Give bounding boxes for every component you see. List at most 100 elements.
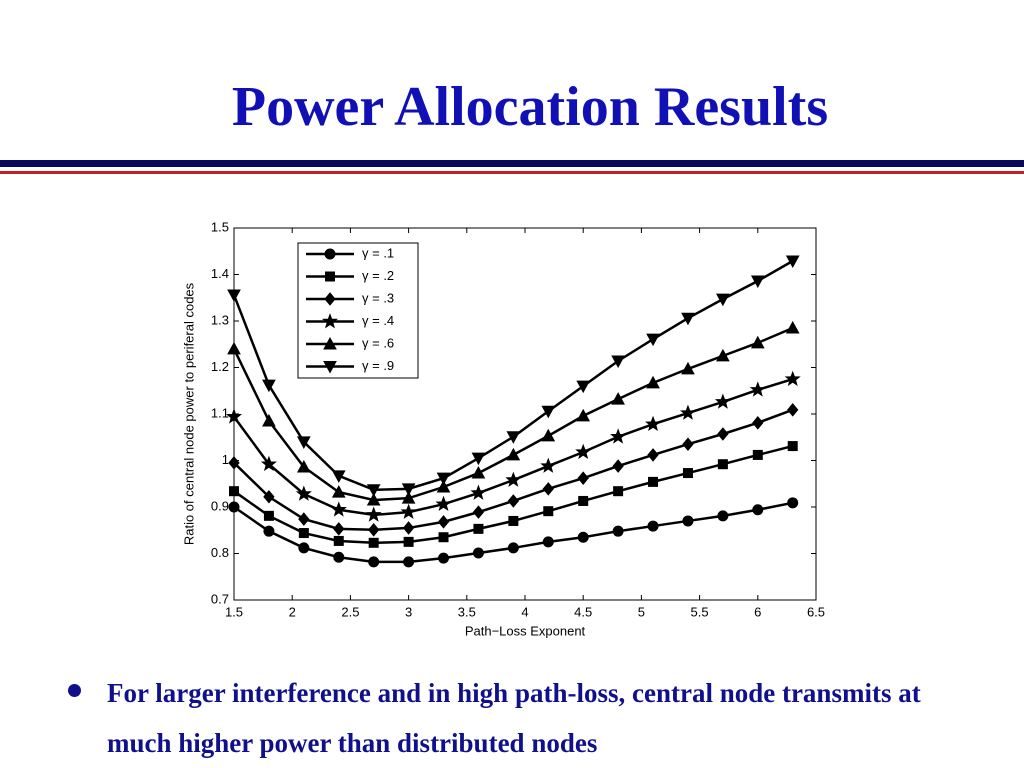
marker [228, 501, 240, 513]
legend-label: γ = .4 [362, 313, 394, 328]
marker [787, 441, 798, 452]
marker [228, 456, 240, 470]
marker [578, 495, 589, 506]
marker [401, 483, 416, 496]
marker [682, 468, 693, 479]
marker [333, 535, 344, 546]
marker [611, 355, 625, 369]
legend-label: γ = .6 [362, 335, 394, 350]
legend-marker [325, 271, 335, 282]
x-tick-label: 3.5 [458, 604, 476, 619]
legend-marker [323, 361, 337, 374]
marker [368, 556, 380, 568]
legend-label: γ = .3 [362, 290, 394, 305]
marker [331, 485, 346, 498]
marker [576, 380, 591, 394]
header-rule [0, 171, 1024, 174]
marker [682, 437, 694, 452]
marker [227, 289, 241, 303]
marker [263, 510, 274, 521]
bullet-text: For larger interference and in high path… [107, 678, 921, 758]
marker [403, 536, 414, 547]
marker [298, 542, 310, 554]
marker [541, 428, 556, 442]
marker [679, 404, 696, 420]
x-tick-label: 1.5 [225, 604, 243, 619]
series-line [233, 408, 794, 532]
marker [470, 484, 487, 500]
marker [750, 275, 765, 289]
marker [506, 447, 521, 461]
marker [368, 537, 379, 548]
marker [716, 348, 730, 362]
marker [437, 515, 450, 529]
marker [785, 255, 800, 269]
marker [296, 459, 311, 473]
marker [508, 515, 519, 526]
marker [645, 415, 662, 432]
slide-title: Power Allocation Results [232, 76, 828, 138]
marker [263, 489, 275, 504]
marker [648, 476, 659, 487]
marker [611, 392, 625, 405]
marker [507, 494, 520, 508]
y-tick-label: 1.4 [211, 266, 229, 281]
marker [225, 408, 243, 424]
y-tick-label: 0.8 [211, 545, 229, 560]
marker [436, 472, 451, 486]
marker [365, 506, 382, 522]
marker [263, 525, 275, 537]
marker [438, 532, 449, 543]
marker [506, 431, 521, 444]
marker [366, 484, 381, 497]
legend-label: γ = .2 [362, 268, 394, 283]
x-tick-label: 4 [521, 604, 528, 619]
marker [296, 436, 311, 449]
x-tick-label: 2 [289, 604, 296, 619]
marker [577, 531, 589, 543]
marker [577, 471, 589, 485]
marker [681, 361, 695, 375]
marker [717, 510, 729, 522]
marker [298, 512, 310, 526]
marker [646, 375, 660, 389]
marker [787, 497, 799, 509]
y-tick-label: 1 [222, 452, 229, 467]
marker [438, 552, 450, 564]
marker [472, 505, 485, 519]
marker [787, 403, 799, 417]
marker [613, 486, 624, 497]
legend-box [297, 242, 419, 379]
marker [333, 551, 345, 563]
marker [682, 515, 694, 527]
marker [785, 320, 800, 334]
marker [540, 457, 557, 473]
marker [401, 491, 416, 504]
marker [227, 341, 241, 355]
marker [750, 335, 765, 349]
marker [541, 405, 556, 419]
marker [471, 452, 486, 466]
marker [400, 503, 417, 519]
marker [717, 427, 729, 441]
legend-marker [324, 248, 336, 260]
marker [576, 408, 591, 422]
marker [403, 556, 415, 568]
marker [612, 525, 624, 537]
legend-marker [321, 313, 339, 329]
marker [646, 333, 660, 347]
y-tick-label: 1.1 [211, 405, 229, 420]
marker [542, 536, 554, 548]
x-tick-label: 6.5 [807, 604, 825, 619]
marker [295, 485, 312, 501]
marker [473, 523, 484, 534]
legend-label: γ = .9 [362, 358, 394, 373]
x-tick-label: 3 [405, 604, 412, 619]
marker [542, 482, 554, 496]
x-tick-label: 5 [638, 604, 645, 619]
x-tick-label: 4.5 [574, 604, 592, 619]
marker [752, 416, 764, 430]
x-axis-label: Path−Loss Exponent [465, 623, 586, 638]
legend-marker [324, 292, 336, 306]
